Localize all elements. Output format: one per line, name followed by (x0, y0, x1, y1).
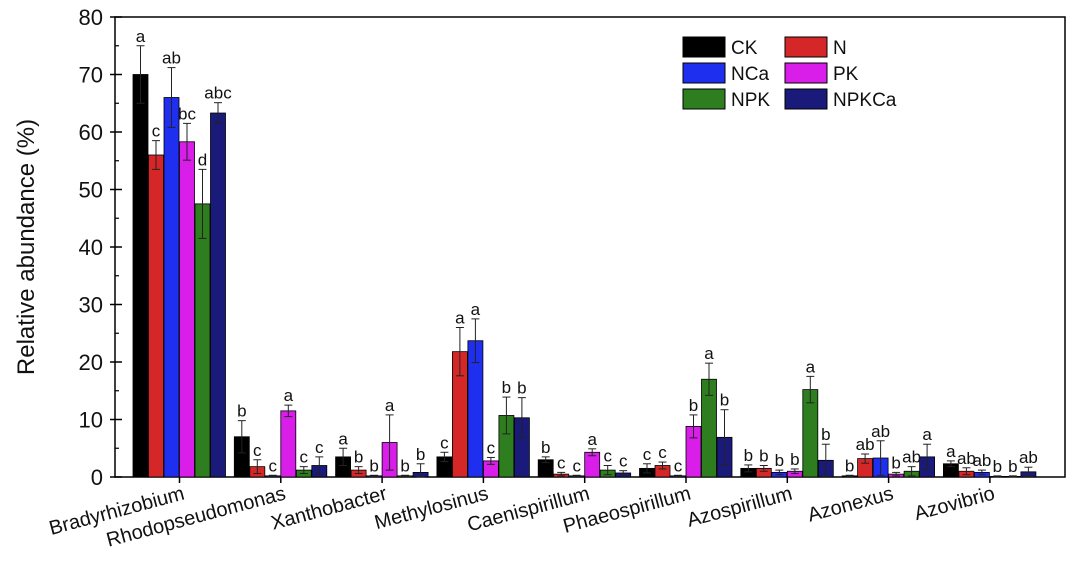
significance-label: c (572, 456, 581, 475)
significance-label: b (517, 379, 526, 398)
x-tick-label: Azonexus (805, 483, 896, 527)
significance-label: c (315, 438, 324, 457)
legend-label-n: N (833, 38, 847, 59)
significance-label: c (643, 445, 652, 464)
significance-label: b (369, 456, 378, 475)
legend-swatch-nca (682, 62, 726, 84)
legend-swatch-pk (784, 62, 828, 84)
significance-label: b (720, 391, 729, 410)
legend-label-ck: CK (731, 38, 758, 59)
x-tick-label: Azospirillum (685, 483, 795, 532)
legend: CK N NCa PK NPK NPKCa (682, 36, 897, 111)
significance-label: bc (178, 104, 196, 123)
significance-label: ab (1019, 448, 1038, 467)
significance-label: ab (902, 448, 921, 467)
significance-label: a (471, 300, 481, 319)
significance-label: c (674, 456, 683, 475)
y-tick-label: 50 (79, 178, 103, 203)
significance-label: c (603, 447, 612, 466)
significance-label: b (541, 438, 550, 457)
significance-label: c (300, 448, 309, 467)
significance-label: b (400, 456, 409, 475)
significance-label: a (806, 357, 816, 376)
y-tick-label: 80 (79, 5, 103, 30)
significance-label: a (338, 429, 348, 448)
significance-label: ab (972, 451, 991, 470)
bar-ck (132, 74, 149, 478)
significance-label: a (704, 344, 714, 363)
significance-label: abc (204, 84, 232, 103)
significance-label: c (487, 438, 496, 457)
significance-label: ab (871, 422, 890, 441)
significance-label: b (744, 446, 753, 465)
bar-pk (179, 141, 195, 478)
bar-nca (163, 97, 180, 478)
legend-label-nca: NCa (731, 64, 769, 85)
significance-label: a (284, 386, 294, 405)
y-tick-label: 0 (91, 465, 103, 490)
legend-swatch-npk (682, 88, 726, 110)
legend-swatch-n (784, 36, 828, 58)
significance-label: b (845, 456, 854, 475)
legend-label-npkca: NPKCa (833, 90, 897, 111)
significance-label: c (152, 122, 161, 141)
y-tick-label: 30 (79, 293, 103, 318)
significance-label: ab (856, 435, 875, 454)
significance-label: c (253, 441, 262, 460)
y-tick-label: 70 (79, 63, 103, 88)
significance-label: b (759, 447, 768, 466)
significance-label: c (619, 452, 628, 471)
bar-npk (194, 203, 211, 478)
significance-label: b (821, 425, 830, 444)
significance-label: b (1008, 457, 1017, 476)
significance-label: c (269, 456, 278, 475)
significance-label: c (557, 453, 566, 472)
y-tick-label: 10 (79, 408, 103, 433)
significance-label: a (385, 396, 395, 415)
significance-label: b (354, 448, 363, 467)
significance-label: b (237, 402, 246, 421)
significance-label: a (922, 425, 932, 444)
significance-label: b (993, 457, 1002, 476)
significance-label: a (587, 430, 597, 449)
significance-label: b (502, 378, 511, 397)
y-tick-label: 40 (79, 235, 103, 260)
legend-label-npk: NPK (731, 90, 770, 111)
bars-layer (132, 45, 1037, 478)
significance-label: ab (957, 449, 976, 468)
significance-label: a (136, 27, 146, 46)
plot-frame (114, 16, 1066, 478)
significance-label: b (416, 445, 425, 464)
significance-label: ab (162, 49, 181, 68)
significance-label: a (946, 442, 956, 461)
y-axis-label: Relative abundance (%) (13, 119, 40, 375)
significance-label: a (455, 309, 465, 328)
legend-swatch-npkca (784, 88, 828, 110)
y-tick-label: 20 (79, 350, 103, 375)
bar-npkca (210, 112, 226, 478)
x-tick-label: Azovibrio (912, 483, 997, 526)
significance-label: d (198, 150, 207, 169)
significance-label: b (775, 451, 784, 470)
legend-label-pk: PK (833, 64, 859, 85)
bar-pk (280, 410, 297, 478)
significance-label: b (891, 453, 900, 472)
significance-label: c (658, 443, 667, 462)
significance-label: b (689, 396, 698, 415)
significance-label: c (440, 433, 449, 452)
legend-swatch-ck (682, 36, 726, 58)
significance-label: b (790, 450, 799, 469)
y-tick-label: 60 (79, 120, 103, 145)
bar-n (148, 154, 164, 478)
x-tick-label: Xanthobacter (269, 482, 390, 534)
